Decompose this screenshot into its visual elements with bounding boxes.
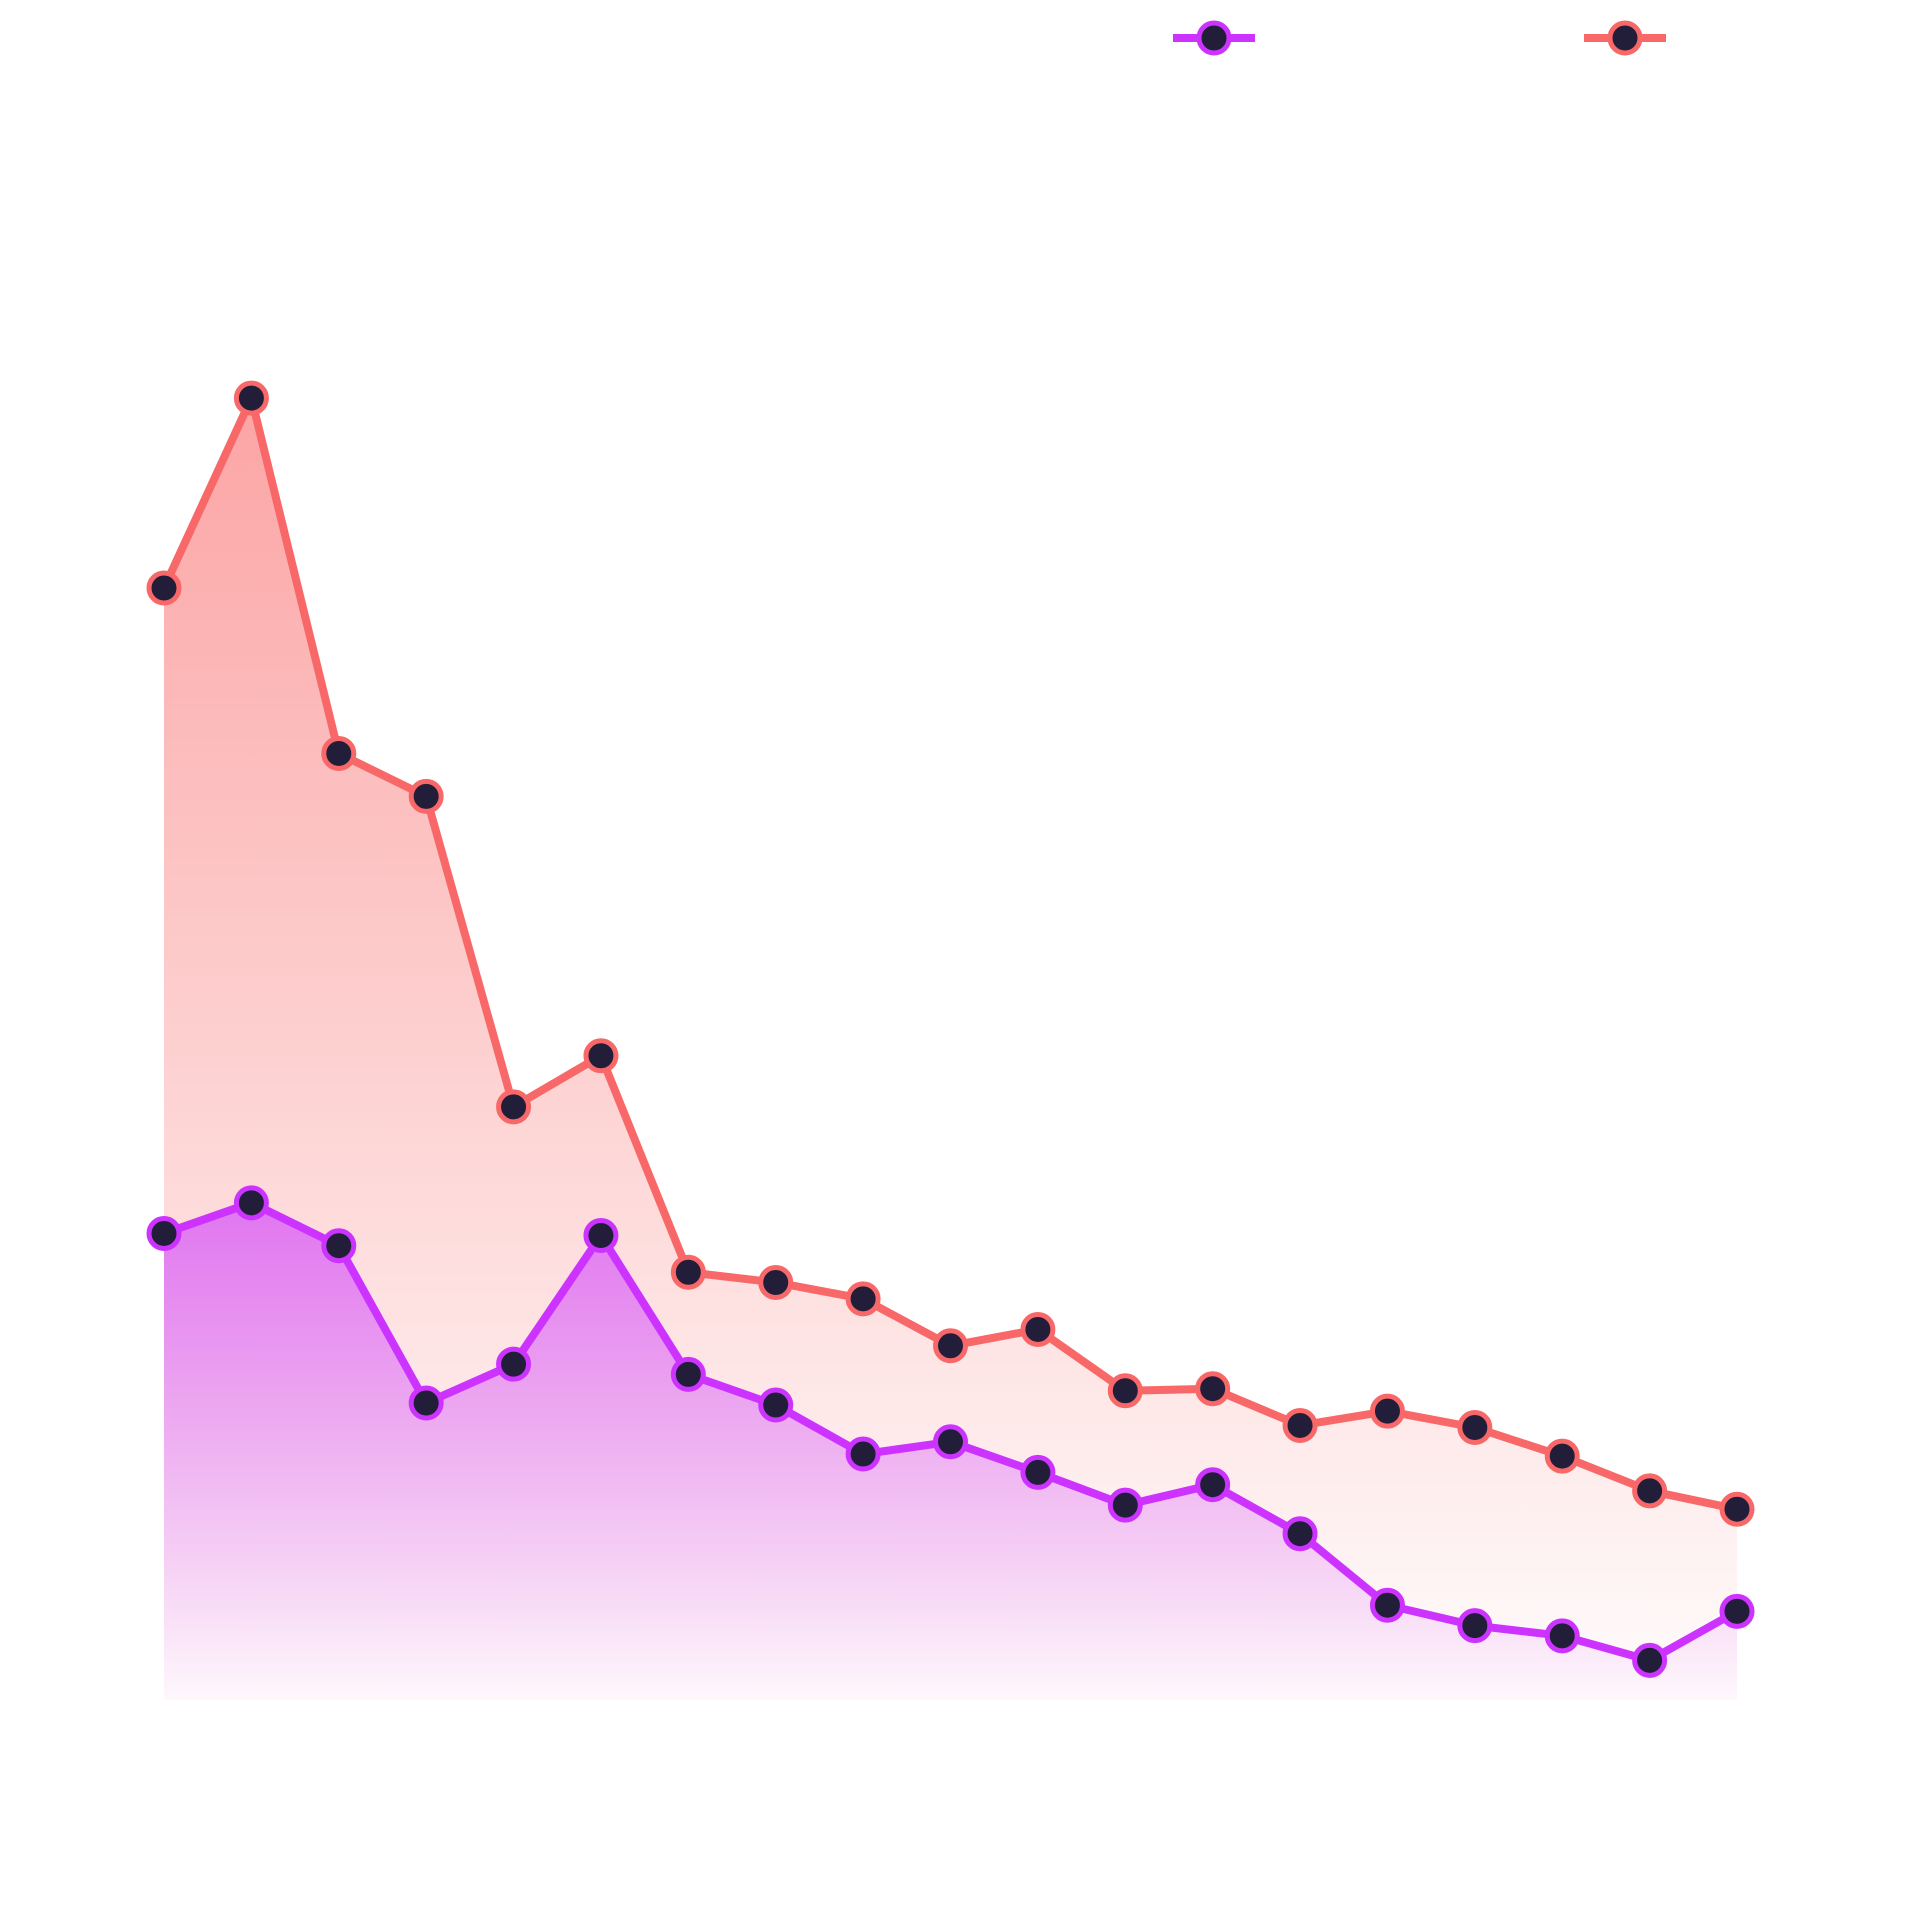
marker xyxy=(1282,1407,1318,1443)
marker xyxy=(1020,1454,1056,1490)
marker xyxy=(758,1264,794,1300)
marker xyxy=(1457,1608,1493,1644)
marker xyxy=(1107,1373,1143,1409)
marker xyxy=(1544,1618,1580,1654)
marker xyxy=(670,1356,706,1392)
marker xyxy=(1632,1642,1668,1678)
marker xyxy=(1369,1393,1405,1429)
marker xyxy=(1020,1311,1056,1347)
marker xyxy=(670,1254,706,1290)
marker xyxy=(1719,1491,1755,1527)
marker xyxy=(233,380,269,416)
marker xyxy=(583,1218,619,1254)
marker xyxy=(583,1038,619,1074)
marker xyxy=(408,778,444,814)
marker xyxy=(1195,1371,1231,1407)
marker xyxy=(321,1228,357,1264)
marker xyxy=(845,1436,881,1472)
marker xyxy=(146,570,182,606)
marker xyxy=(1369,1587,1405,1623)
marker xyxy=(1632,1473,1668,1509)
legend xyxy=(1173,20,1666,56)
marker xyxy=(933,1424,968,1460)
areas xyxy=(164,398,1737,1700)
marker xyxy=(1719,1593,1755,1629)
markers xyxy=(146,380,1755,1678)
marker xyxy=(321,735,357,771)
legend-marker xyxy=(1607,20,1643,56)
marker xyxy=(845,1281,881,1317)
marker xyxy=(233,1185,269,1221)
marker xyxy=(1544,1438,1580,1474)
legend-marker xyxy=(1196,20,1232,56)
marker xyxy=(496,1089,532,1125)
marker xyxy=(758,1387,794,1423)
marker xyxy=(1457,1409,1493,1445)
marker xyxy=(1282,1516,1318,1552)
marker xyxy=(146,1215,182,1251)
marker xyxy=(1195,1467,1231,1503)
marker xyxy=(1107,1487,1143,1523)
marker xyxy=(496,1346,532,1382)
marker xyxy=(933,1328,968,1364)
marker xyxy=(408,1385,444,1421)
